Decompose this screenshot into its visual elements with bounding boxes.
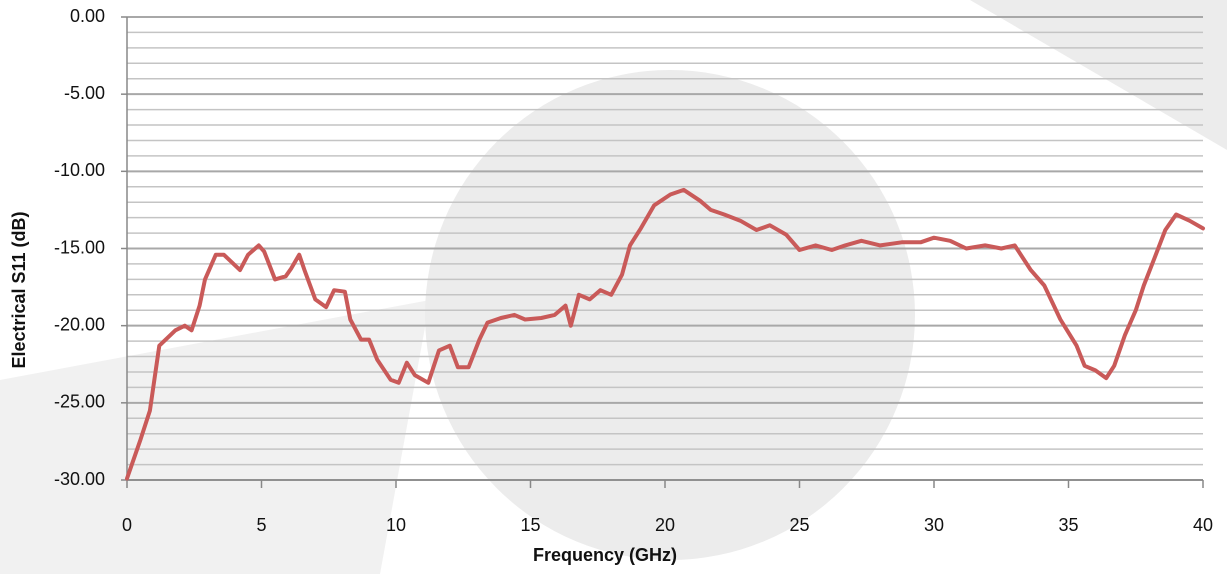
y-tick-label: -15.00 <box>54 237 105 257</box>
y-tick-label: -30.00 <box>54 469 105 489</box>
x-tick-label: 40 <box>1193 515 1213 535</box>
y-tick-label: 0.00 <box>70 6 105 26</box>
y-tick-label: -10.00 <box>54 160 105 180</box>
y-axis-title: Electrical S11 (dB) <box>9 211 29 368</box>
x-tick-label: 15 <box>520 515 540 535</box>
x-tick-label: 30 <box>924 515 944 535</box>
x-tick-label: 20 <box>655 515 675 535</box>
x-tick-label: 25 <box>789 515 809 535</box>
x-tick-label: 10 <box>386 515 406 535</box>
y-tick-label: -20.00 <box>54 314 105 334</box>
data-line <box>125 187 1205 481</box>
x-tick-label: 0 <box>122 515 132 535</box>
axes: -30.00 -25.00 -20.00 -15.00 -10.00 -5.00 0.00 0… <box>54 6 1213 535</box>
y-tick-label: -5.00 <box>64 83 105 103</box>
x-axis-title: Frequency (GHz) <box>533 545 677 565</box>
y-tick-label: -25.00 <box>54 392 105 412</box>
x-tick-label: 35 <box>1058 515 1078 535</box>
x-tick-label: 5 <box>256 515 266 535</box>
